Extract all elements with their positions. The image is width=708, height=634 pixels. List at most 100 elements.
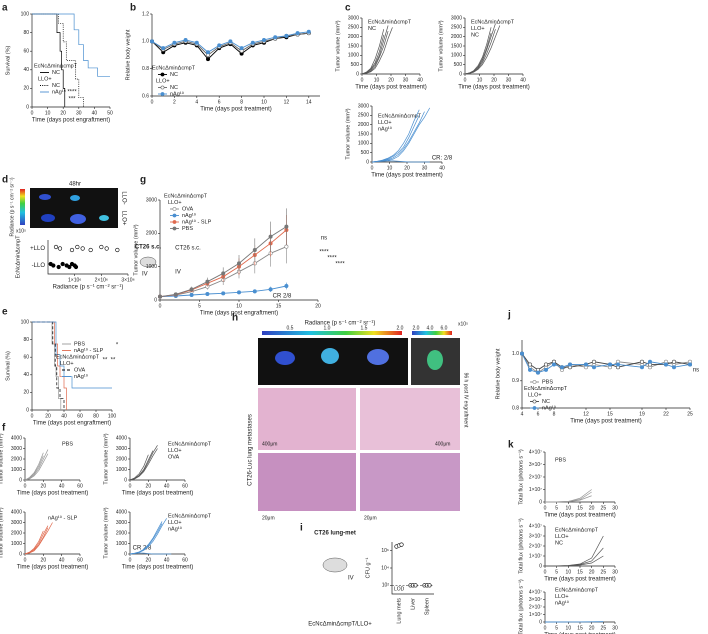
x-tick-label: 20	[589, 505, 595, 511]
series-line	[129, 448, 158, 481]
signal	[70, 214, 86, 224]
point	[543, 367, 548, 372]
y-tick-label: 1.2	[142, 11, 149, 17]
diagram-title: CT26 lung-met	[314, 531, 356, 537]
x-tick-label: 100	[108, 413, 117, 419]
side-label: 96 h post IV engraftment	[463, 373, 469, 428]
x-tick-label: 40	[59, 483, 65, 489]
series-line	[24, 525, 49, 555]
y-tick-label: 1×10⁷	[529, 553, 542, 559]
point	[551, 362, 556, 367]
chart-title: PBS	[555, 457, 566, 463]
panel-label: j	[507, 310, 511, 321]
y-axis-label: Tumor volume (mm³)	[345, 108, 351, 159]
legend-group: LLO+	[60, 361, 74, 367]
dot	[399, 542, 404, 547]
annotation: ****	[327, 256, 337, 262]
x-axis-label: Time (days post treatment)	[544, 633, 615, 634]
chart-title: LLO+	[168, 448, 182, 454]
y-tick-label: 80	[23, 337, 29, 343]
panel-label: e	[2, 307, 8, 318]
x-tick-label: 20	[315, 303, 321, 309]
dot	[69, 247, 75, 253]
legend-swatch	[532, 380, 537, 384]
legend-label: NC	[170, 85, 178, 91]
annotation: CT26 s.c.	[175, 246, 201, 252]
y-tick-label: 40	[23, 67, 29, 73]
x-tick-label: 15	[607, 411, 613, 417]
diagram-label: CT26 s.c.	[135, 245, 162, 251]
y-tick-label: 1000	[116, 541, 127, 547]
x-tick-label: 0	[129, 483, 132, 489]
chart-title: EcNcΔminΔcmpT	[555, 587, 599, 593]
y-tick-label: 40	[23, 372, 29, 378]
y-tick-label: 80	[23, 30, 29, 36]
series-line	[24, 452, 44, 481]
point	[239, 46, 244, 51]
point	[639, 365, 644, 370]
point	[284, 283, 289, 288]
colorbar-tick: 0.5	[287, 325, 294, 331]
y-tick-label: 0.6	[142, 93, 149, 99]
point	[583, 362, 588, 367]
chart-title: EcNcΔminΔcmpT	[471, 19, 515, 25]
legend-group: LLO+	[156, 78, 170, 84]
annotation: **	[103, 358, 108, 364]
point	[237, 290, 242, 295]
point	[268, 287, 273, 292]
panel-label: d	[2, 175, 8, 186]
scale-bar: 400μm	[435, 441, 450, 447]
x-tick-label: 40	[61, 413, 67, 419]
dot	[80, 246, 85, 251]
y-tick-label: 1000	[146, 264, 157, 270]
chart-title: LLO+	[555, 534, 569, 540]
colorbar-tick: 2.0	[413, 325, 420, 331]
x-tick-label: 2×10⁶	[95, 277, 108, 283]
diagram-route: IV	[348, 576, 354, 582]
legend-title: EcNcΔminΔcmpT	[152, 65, 196, 71]
panel-label: k	[508, 440, 514, 451]
x-tick-label: 10	[45, 110, 51, 116]
chart-title: PBS	[62, 441, 73, 447]
y-tick-label: 0	[26, 104, 29, 110]
point	[535, 370, 540, 375]
histology-zoom	[360, 453, 460, 511]
imaging-panel-h: Radiance (p s⁻¹ cm⁻² sr⁻¹) 0.5 1.0 1.5 2…	[248, 321, 469, 522]
x-tick-label: 0	[129, 557, 132, 563]
chart-title: EcNcΔminΔcmpT	[168, 441, 212, 447]
x-axis-label: Time (days post treatment)	[122, 491, 193, 497]
annotation: IV	[175, 270, 181, 276]
y-tick-label: 500	[361, 150, 370, 156]
y-tick-label: 500	[454, 62, 463, 68]
colorbar-tick: 2.0	[397, 325, 404, 331]
x-tick-label: 25	[687, 411, 693, 417]
point	[273, 35, 278, 40]
point	[615, 362, 620, 367]
point	[647, 359, 652, 364]
annotation: CR 2/8	[273, 294, 292, 300]
signal	[427, 350, 443, 370]
x-tick-label: 60	[77, 413, 83, 419]
chart-title: LLO+	[378, 120, 392, 126]
x-tick-label: 10	[387, 165, 393, 171]
x-axis-label: Time (days post treatment)	[570, 419, 641, 425]
y-tick-label: 2000	[116, 456, 127, 462]
panel-label: f	[2, 423, 6, 434]
y-tick-label: 2500	[358, 113, 369, 119]
x-tick-label: 0	[31, 110, 34, 116]
legend-label: PBS	[182, 226, 193, 232]
y-tick-label: 3000	[146, 197, 157, 203]
y-axis-label: Survival (%)	[5, 46, 11, 76]
x-tick-label: 0	[544, 505, 547, 511]
legend-title: EcNcΔminΔcmpT	[34, 63, 78, 69]
point	[519, 351, 524, 356]
y-tick-label: 2000	[451, 34, 462, 40]
x-axis-label: Time (days post treatment)	[200, 107, 271, 113]
point	[252, 248, 257, 253]
x-axis-label: Time (days post engraftment)	[32, 118, 110, 124]
y-tick-label: 4000	[11, 435, 22, 441]
panel-label: h	[232, 313, 238, 324]
y-tick-label: 500	[351, 62, 360, 68]
legend-title: EcNcΔminΔcmpT	[56, 354, 100, 360]
row-label: LLO+	[120, 211, 126, 226]
